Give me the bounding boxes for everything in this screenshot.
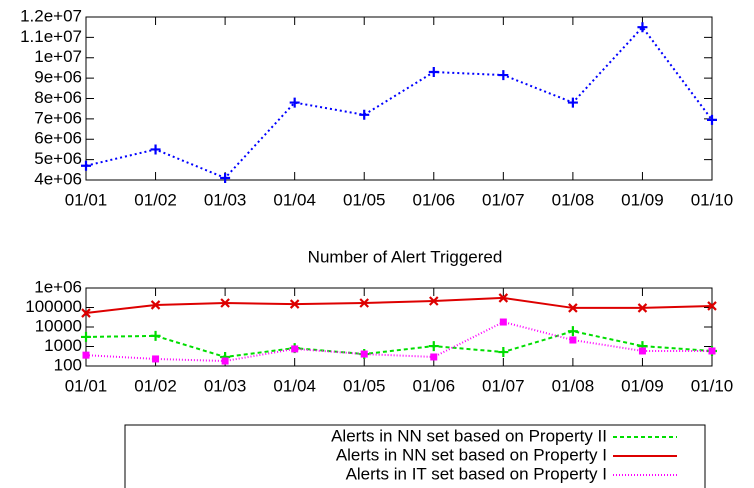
marker — [81, 308, 91, 318]
y-tick-label: 1000 — [44, 336, 82, 355]
marker — [150, 330, 161, 341]
y-tick-label: 100000 — [25, 297, 82, 316]
chart-title: Number of Alert Triggered — [308, 247, 503, 266]
y-tick-label: 7e+06 — [34, 108, 82, 127]
x-tick-label: 01/02 — [134, 190, 177, 209]
x-tick-label: 01/01 — [65, 376, 108, 395]
marker — [221, 357, 229, 365]
marker — [638, 347, 646, 355]
marker — [289, 299, 300, 309]
y-tick-label: 1e+07 — [34, 47, 82, 66]
marker — [359, 298, 369, 308]
marker — [567, 97, 578, 108]
marker — [428, 67, 439, 78]
marker — [150, 300, 161, 310]
x-tick-label: 01/04 — [273, 376, 316, 395]
x-tick-label: 01/07 — [482, 376, 525, 395]
y-tick-label: 8e+06 — [34, 88, 82, 107]
marker — [81, 160, 91, 171]
series-line — [85, 25, 713, 180]
x-tick-label: 01/03 — [204, 190, 247, 209]
legend-label: Alerts in NN set based on Property I — [336, 445, 607, 464]
x-tick-label: 01/07 — [482, 190, 525, 209]
series-line — [85, 296, 713, 315]
marker — [220, 298, 230, 308]
x-tick-label: 01/06 — [413, 190, 456, 209]
legend-label: Alerts in NN set based on Property II — [331, 426, 607, 445]
y-tick-label: 1.2e+07 — [20, 6, 82, 25]
y-tick-label: 10000 — [35, 316, 82, 335]
x-tick-label: 01/05 — [343, 376, 386, 395]
marker — [152, 355, 160, 363]
x-tick-label: 01/09 — [621, 376, 664, 395]
x-tick-label: 01/04 — [273, 190, 316, 209]
x-tick-label: 01/01 — [65, 190, 108, 209]
marker — [81, 331, 91, 342]
marker — [429, 296, 439, 306]
x-tick-label: 01/02 — [134, 376, 177, 395]
marker — [567, 326, 578, 337]
y-tick-label: 6e+06 — [34, 129, 82, 148]
marker — [291, 345, 299, 353]
series-line — [85, 320, 712, 363]
x-tick-label: 01/10 — [691, 376, 734, 395]
y-tick-label: 9e+06 — [34, 68, 82, 87]
x-tick-label: 01/08 — [552, 376, 595, 395]
series-line — [85, 330, 713, 359]
marker — [359, 109, 370, 120]
x-tick-label: 01/08 — [552, 190, 595, 209]
legend-label: Alerts in IT set based on Property I — [346, 464, 607, 483]
marker — [569, 336, 577, 344]
marker — [637, 22, 648, 33]
legend-box — [124, 424, 706, 488]
marker — [82, 351, 90, 359]
y-tick-label: 1e+06 — [34, 277, 82, 296]
plot-frame — [85, 16, 713, 181]
x-tick-label: 01/09 — [621, 190, 664, 209]
marker — [220, 172, 231, 183]
x-tick-label: 01/03 — [204, 376, 247, 395]
marker — [430, 353, 438, 361]
marker — [637, 303, 648, 313]
marker — [360, 350, 368, 358]
y-tick-label: 100 — [54, 355, 82, 374]
marker — [499, 318, 507, 326]
marker — [428, 341, 439, 352]
plot-frame — [85, 287, 713, 367]
y-tick-label: 1.1e+07 — [20, 27, 82, 46]
marker — [289, 97, 300, 108]
y-tick-label: 4e+06 — [34, 169, 82, 188]
marker — [568, 303, 578, 313]
x-tick-label: 01/10 — [691, 190, 734, 209]
marker — [707, 114, 717, 125]
x-tick-label: 01/05 — [343, 190, 386, 209]
marker — [708, 347, 716, 355]
marker — [498, 70, 509, 81]
marker — [498, 293, 509, 303]
marker — [498, 347, 509, 358]
x-tick-label: 01/06 — [413, 376, 456, 395]
y-tick-label: 5e+06 — [34, 149, 82, 168]
marker — [150, 144, 161, 155]
marker — [707, 301, 717, 311]
